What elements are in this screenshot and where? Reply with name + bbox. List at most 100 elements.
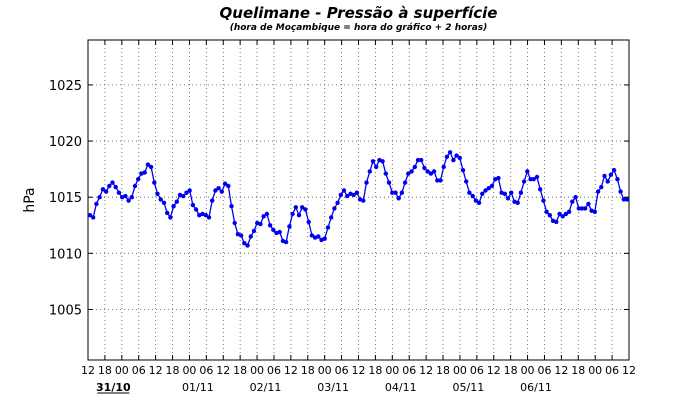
y-tick-label: 1015 xyxy=(49,191,82,206)
pressure-point xyxy=(222,181,228,186)
pressure-point xyxy=(566,209,572,214)
x-tick-label: 12 xyxy=(149,364,163,377)
x-tick-label: 06 xyxy=(402,364,416,377)
pressure-point xyxy=(110,180,115,185)
pressure-point xyxy=(145,162,151,167)
pressure-point xyxy=(87,213,93,218)
pressure-point xyxy=(293,205,298,210)
pressure-point xyxy=(624,197,630,202)
pressure-point xyxy=(550,218,556,223)
pressure-point xyxy=(364,180,369,185)
pressure-point xyxy=(361,198,366,203)
x-tick-label: 18 xyxy=(571,364,585,377)
pressure-point xyxy=(123,193,128,199)
pressure-point xyxy=(544,209,549,214)
pressure-point xyxy=(618,189,623,194)
pressure-point xyxy=(402,180,408,185)
pressure-point xyxy=(203,213,208,218)
pressure-point xyxy=(460,168,466,173)
pressure-point xyxy=(303,207,308,212)
pressure-point xyxy=(248,234,253,239)
pressure-point xyxy=(399,190,405,195)
pressure-point xyxy=(306,219,311,225)
pressure-point xyxy=(341,188,347,193)
chart-title: Quelimane - Pressão à superfície xyxy=(219,4,498,22)
x-tick-label: 12 xyxy=(487,364,501,377)
pressure-point xyxy=(521,179,527,184)
pressure-point xyxy=(396,196,401,201)
x-tick-label: 06 xyxy=(537,364,551,377)
pressure-point xyxy=(296,213,302,218)
y-tick-label: 1005 xyxy=(49,303,82,318)
pressure-point xyxy=(132,183,138,189)
pressure-point xyxy=(177,192,183,198)
pressure-point xyxy=(267,223,273,228)
pressure-point xyxy=(528,177,533,182)
pressure-point xyxy=(560,214,565,219)
x-tick-label: 12 xyxy=(216,364,230,377)
pressure-point xyxy=(213,188,218,193)
date-label: 01/11 xyxy=(182,381,214,394)
pressure-point xyxy=(251,228,257,234)
x-tick-label: 06 xyxy=(470,364,484,377)
pressure-point xyxy=(329,215,334,220)
pressure-point xyxy=(316,234,321,239)
pressure-point xyxy=(467,190,472,195)
pressure-point xyxy=(515,200,520,205)
pressure-point xyxy=(113,184,118,190)
x-tick-label: 18 xyxy=(166,364,180,377)
pressure-point xyxy=(447,150,453,155)
date-label: 31/10 xyxy=(96,381,131,394)
pressure-point xyxy=(505,196,511,201)
pressure-point xyxy=(592,209,597,214)
pressure-point xyxy=(534,174,540,180)
x-tick-label: 00 xyxy=(385,364,399,377)
pressure-point xyxy=(602,173,607,179)
pressure-point xyxy=(100,187,106,192)
pressure-point xyxy=(232,220,237,226)
pressure-point xyxy=(322,236,327,241)
pressure-point xyxy=(386,180,392,185)
pressure-point xyxy=(531,177,536,182)
pressure-point xyxy=(595,189,601,194)
pressure-point xyxy=(91,215,96,220)
x-tick-label: 18 xyxy=(504,364,518,377)
pressure-point xyxy=(354,190,360,195)
pressure-point xyxy=(483,188,488,193)
x-tick-label: 18 xyxy=(368,364,382,377)
pressure-point xyxy=(576,206,581,211)
pressure-point xyxy=(541,198,546,203)
x-tick-label: 18 xyxy=(233,364,247,377)
pressure-point xyxy=(525,169,530,174)
pressure-point xyxy=(599,184,604,190)
pressure-point xyxy=(583,206,588,211)
pressure-point xyxy=(94,201,99,207)
pressure-point xyxy=(611,168,617,173)
x-tick-label: 00 xyxy=(250,364,264,377)
pressure-point xyxy=(171,204,176,209)
pressure-point xyxy=(277,229,282,235)
pressure-point xyxy=(325,225,331,230)
pressure-point xyxy=(258,221,263,227)
x-tick-label: 12 xyxy=(419,364,433,377)
date-label: 06/11 xyxy=(520,381,552,394)
pressure-point xyxy=(486,186,491,191)
x-tick-label: 00 xyxy=(588,364,602,377)
pressure-point xyxy=(351,192,356,198)
pressure-point xyxy=(412,164,417,170)
pressure-point xyxy=(210,198,215,203)
x-tick-label: 12 xyxy=(622,364,636,377)
pressure-point xyxy=(380,159,385,164)
pressure-point xyxy=(425,169,430,174)
pressure-point xyxy=(406,171,411,176)
pressure-point xyxy=(570,199,575,204)
pressure-point xyxy=(165,210,170,216)
pressure-point xyxy=(126,198,131,203)
pressure-point xyxy=(187,188,192,193)
pressure-point xyxy=(509,190,514,195)
x-tick-label: 18 xyxy=(436,364,450,377)
x-tick-label: 00 xyxy=(115,364,129,377)
date-label: 03/11 xyxy=(317,381,349,394)
pressure-point xyxy=(345,193,350,199)
